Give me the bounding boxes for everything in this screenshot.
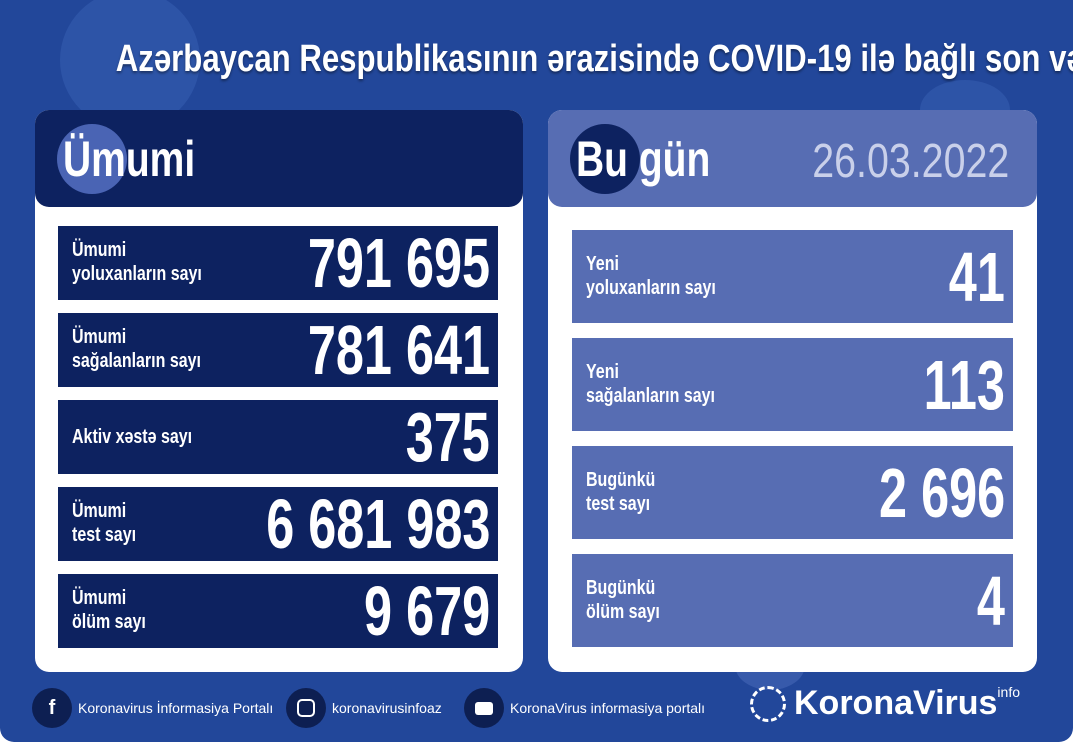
- virus-decoration-icon: [60, 0, 200, 130]
- row-label: Ümumi test sayı: [72, 499, 136, 547]
- label-line-1: Ümumi: [72, 500, 127, 522]
- today-row: Yeni sağalanların sayı 113: [572, 338, 1013, 431]
- row-value: 375: [405, 398, 490, 476]
- brand-sup: info: [997, 684, 1020, 700]
- label-line-2: ölüm sayı: [72, 611, 146, 633]
- youtube-label: KoronaVirus informasiya portalı: [510, 700, 706, 716]
- row-label: Yeni sağalanların sayı: [586, 360, 715, 408]
- row-label: Ümumi ölüm sayı: [72, 586, 146, 634]
- youtube-link[interactable]: KoronaVirus informasiya portalı: [464, 688, 705, 728]
- row-label: Bugünkü test sayı: [586, 468, 655, 516]
- virus-icon: [57, 124, 127, 194]
- row-label: Ümumi yoluxanların sayı: [72, 238, 202, 286]
- label-line-1: Aktiv xəstə sayı: [72, 426, 193, 448]
- total-row: Ümumi sağalanların sayı 781 641: [58, 313, 498, 387]
- today-row: Bugünkü ölüm sayı 4: [572, 554, 1013, 647]
- today-row: Yeni yoluxanların sayı 41: [572, 230, 1013, 323]
- brand-logo: KoronaVirus info: [750, 684, 1020, 723]
- brand-name: KoronaVirus: [794, 684, 998, 722]
- label-line-2: test sayı: [586, 492, 651, 515]
- label-line-2: sağalanların sayı: [72, 350, 201, 372]
- label-line-1: Ümumi: [72, 239, 127, 261]
- total-header: Ümumi: [35, 110, 523, 207]
- row-value: 9 679: [363, 572, 490, 650]
- row-label: Bugünkü ölüm sayı: [586, 576, 660, 624]
- row-label: Ümumi sağalanların sayı: [72, 325, 201, 373]
- total-row: Ümumi test sayı 6 681 983: [58, 487, 498, 561]
- total-row: Ümumi yoluxanların sayı 791 695: [58, 226, 498, 300]
- facebook-icon: f: [32, 688, 72, 728]
- title-text: Azərbaycan Respublikasının ərazisində CO…: [115, 38, 1073, 80]
- label-line-1: Yeni: [586, 360, 619, 383]
- today-date: 26.03.2022: [812, 135, 1009, 188]
- label-line-1: Yeni: [586, 252, 619, 275]
- today-header: Bu gün 26.03.2022: [548, 110, 1037, 207]
- label-line-1: Bugünkü: [586, 468, 656, 491]
- sun-virus-logo-icon: [750, 685, 786, 722]
- total-title: Ümumi: [63, 131, 196, 187]
- row-value: 791 695: [307, 224, 490, 302]
- label-line-2: sağalanların sayı: [586, 384, 715, 407]
- youtube-icon: [464, 688, 504, 728]
- facebook-label: Koronavirus İnformasiya Portalı: [78, 700, 274, 716]
- row-value: 2 696: [878, 453, 1005, 532]
- row-value: 6 681 983: [265, 485, 490, 563]
- virus-icon: [570, 124, 640, 194]
- total-row: Ümumi ölüm sayı 9 679: [58, 574, 498, 648]
- row-label: Aktiv xəstə sayı: [72, 425, 192, 449]
- row-value: 781 641: [307, 311, 490, 389]
- label-line-2: yoluxanların sayı: [72, 263, 202, 285]
- today-title: Bu gün: [576, 131, 711, 187]
- instagram-link[interactable]: koronavirusinfoaz: [286, 688, 442, 728]
- label-line-2: yoluxanların sayı: [586, 276, 716, 299]
- row-value: 4: [976, 561, 1005, 640]
- label-line-1: Ümumi: [72, 587, 127, 609]
- label-line-1: Ümumi: [72, 326, 127, 348]
- instagram-label: koronavirusinfoaz: [332, 700, 442, 716]
- facebook-link[interactable]: f Koronavirus İnformasiya Portalı: [32, 688, 273, 728]
- total-row: Aktiv xəstə sayı 375: [58, 400, 498, 474]
- label-line-2: test sayı: [72, 524, 137, 546]
- page-title: Azərbaycan Respublikasının ərazisində CO…: [0, 38, 1073, 81]
- label-line-1: Bugünkü: [586, 576, 656, 599]
- row-value: 113: [923, 345, 1005, 424]
- today-row: Bugünkü test sayı 2 696: [572, 446, 1013, 539]
- label-line-2: ölüm sayı: [586, 600, 660, 623]
- instagram-icon: [286, 688, 326, 728]
- row-label: Yeni yoluxanların sayı: [586, 252, 716, 300]
- row-value: 41: [948, 237, 1005, 316]
